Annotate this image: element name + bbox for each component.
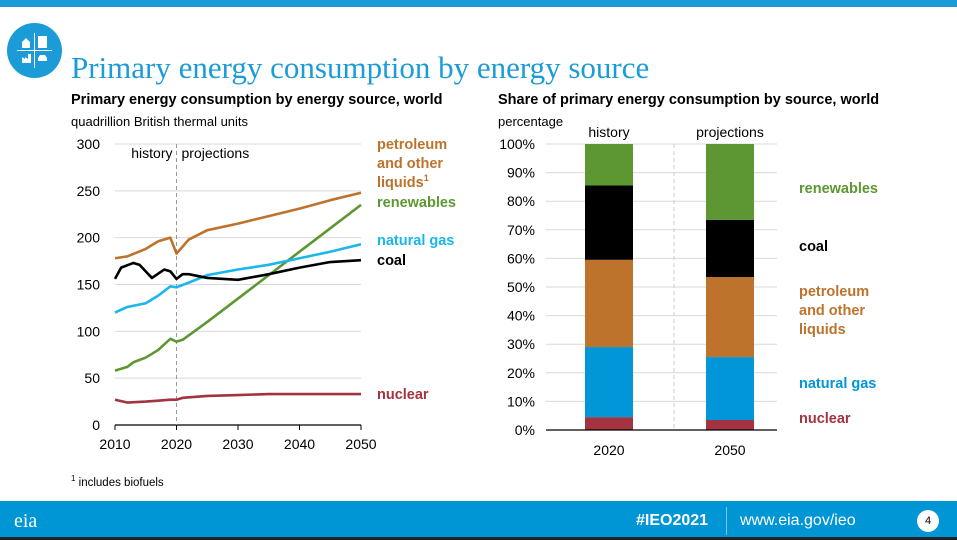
bar-segment-coal [706,219,754,277]
bar-segment-petroleum [706,276,754,358]
bar-segment-nuclear [585,417,633,430]
y-tick-label: 90% [507,165,535,181]
series-label-natural_gas_line: natural gas [377,233,454,249]
projections-label: projections [182,145,250,161]
series-label-petroleum: liquids [799,322,846,338]
y-tick-label: 300 [77,136,101,152]
x-tick-label: 2030 [222,436,253,452]
right-chart-unit: percentage [498,114,564,129]
y-tick-label: 100% [499,136,535,152]
group-label: history [588,124,629,140]
y-tick-label: 80% [507,193,535,209]
series-label-natural_gas: natural gas [799,376,876,392]
history-label: history [131,145,172,161]
left-chart-unit: quadrillion British thermal units [71,114,249,129]
y-tick-label: 60% [507,250,535,266]
y-tick-label: 200 [77,230,101,246]
bar-chart: 0% 10% 20% 30% 40% 50% 60% 70% 80% 90% 100% history… [499,124,878,458]
bar-segment-natural_gas [706,357,754,420]
series-line-renewables [114,203,362,372]
series-label-petroleum: liquids1 [377,173,429,191]
y-tick-label: 100 [77,323,101,339]
footer-divider [726,507,727,535]
series-label-coal: coal [799,239,828,255]
series-label-coal: coal [377,253,406,269]
right-chart-title: Share of primary energy consumption by s… [498,92,880,108]
page-title: Primary energy consumption by energy sou… [71,50,650,85]
series-label-renewables: renewables [377,195,456,211]
x-tick-label: 2040 [284,436,315,452]
footer-bottom-line [0,537,957,540]
y-tick-label: 0% [515,422,535,438]
x-tick-label: 2020 [161,436,192,452]
bar-segment-petroleum [585,259,633,348]
series-label-nuclear: nuclear [799,411,851,427]
series-label-petroleum: and other [799,303,865,319]
eia-logo[interactable]: eia [14,510,38,532]
y-tick-label: 250 [77,183,101,199]
bar-segment-coal [585,185,633,260]
y-tick-label: 150 [77,277,101,293]
series-line-coal [113,258,362,282]
x-tick-label: 2050 [345,436,376,452]
footer-bar: eia #IEO2021 www.eia.gov/ieo 4 [0,501,957,540]
x-tick-label: 2020 [593,442,624,458]
series-label-petroleum: and other [377,156,443,172]
y-tick-label: 20% [507,365,535,381]
series-label-renewables: renewables [799,181,878,197]
line-chart: 0 50 100 150 200 250 300 2010 2020 2030 2040 2050 hi… [77,136,456,452]
x-tick-label: 2010 [99,436,130,452]
series-label-petroleum: petroleum [799,284,869,300]
series-line-natural_gas_line [114,242,362,314]
bar-segment-nuclear [706,419,754,430]
hashtag: #IEO2021 [636,512,709,529]
bar-segment-natural_gas [585,347,633,418]
footnote: 1 includes biofuels [71,474,164,489]
group-label: projections [696,124,764,140]
series-line-nuclear [114,392,361,404]
x-tick-label: 2050 [714,442,745,458]
bar-segment-renewables [706,144,754,220]
energy-sectors-icon [7,23,62,78]
left-chart-title: Primary energy consumption by energy sou… [71,92,443,108]
series-label-petroleum: petroleum [377,137,447,153]
top-accent-bar [0,0,957,7]
y-tick-label: 50 [84,370,100,386]
y-tick-label: 40% [507,308,535,324]
y-tick-label: 0 [92,417,100,433]
series-line-petroleum [114,191,362,260]
bar-segment-renewables [585,144,633,186]
y-tick-label: 10% [507,393,535,409]
page-number: 4 [917,510,939,532]
footer-url[interactable]: www.eia.gov/ieo [740,512,856,529]
series-label-nuclear: nuclear [377,387,429,403]
y-tick-label: 30% [507,336,535,352]
y-tick-label: 50% [507,279,535,295]
y-tick-label: 70% [507,222,535,238]
